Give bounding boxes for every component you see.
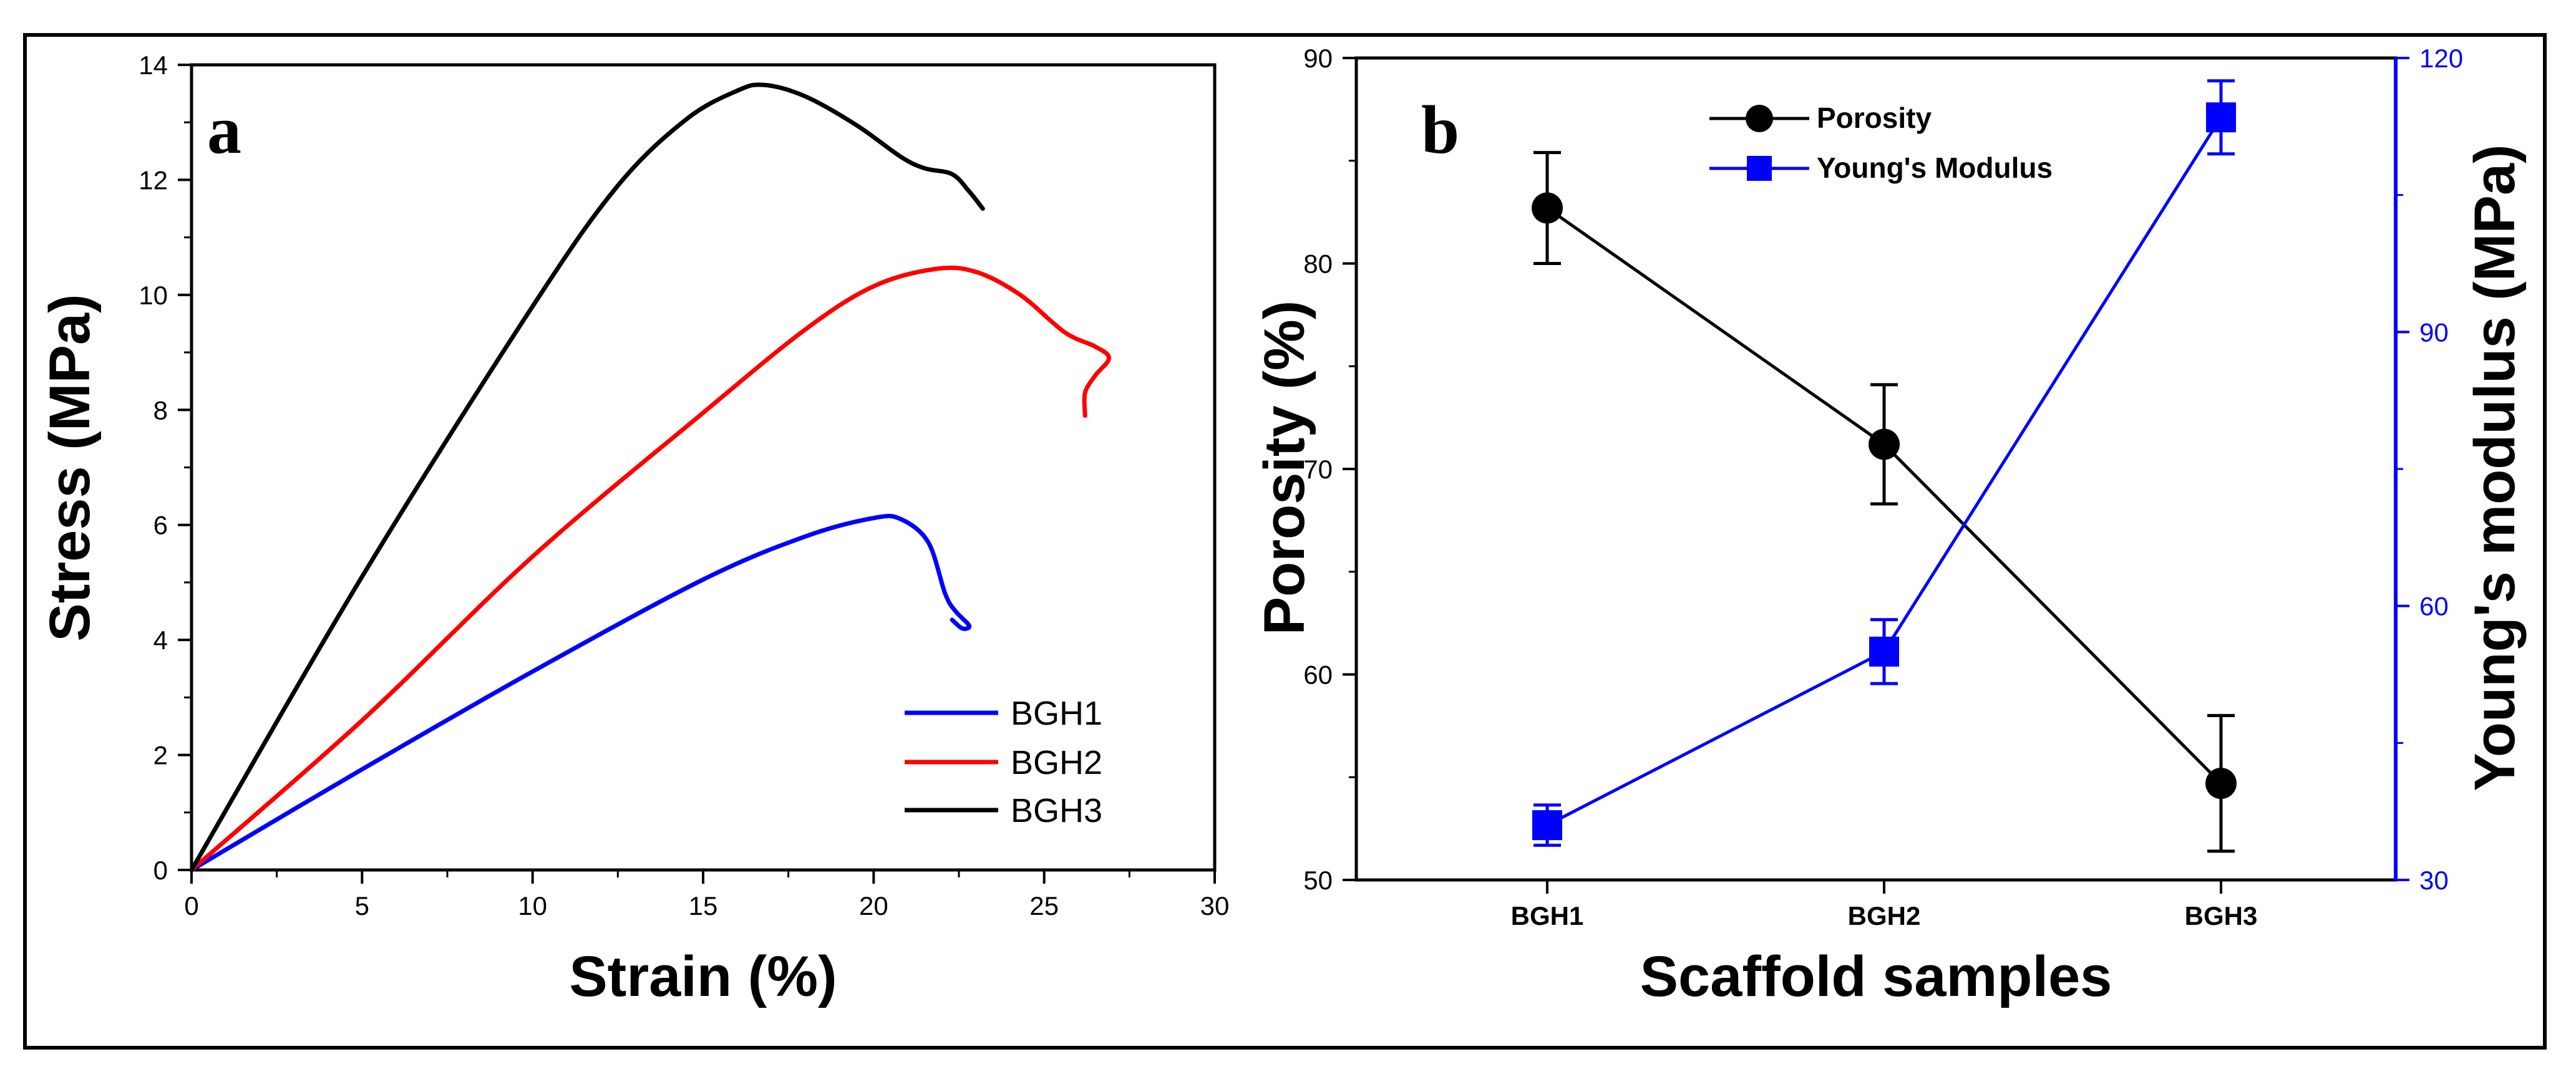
data-point-porosity: [2205, 768, 2237, 799]
series-line-bgh1: [189, 513, 972, 872]
panel-a-label: a: [207, 92, 241, 168]
series-line-bgh2: [189, 265, 1112, 872]
panel-a-y-tick-label: 14: [139, 51, 168, 80]
panel-b-legend: Porosity Young's Modulus: [1709, 102, 2053, 184]
panel-a-y-tick-label: 0: [153, 856, 168, 885]
panel-a-x-tick-label: 20: [859, 891, 888, 920]
panel-b-label: b: [1421, 92, 1459, 168]
panel-a-y-tick-label: 8: [153, 395, 168, 425]
data-point-young-s-modulus: [1869, 636, 1899, 667]
panel-a-x-axis-title: Strain (%): [569, 945, 837, 1008]
panel-b-y2-tick-label: 120: [2419, 44, 2463, 73]
panel-a-y-tick-label: 10: [139, 281, 168, 310]
panel-a-legend: BGH1 BGH2 BGH3: [905, 695, 1102, 829]
panel-b-y-tick-label: 70: [1303, 455, 1333, 484]
panel-b: BGH1 BGH2 BGH3 50 60 70 80 90 30 60 90 120 b Scaf…: [1253, 44, 2527, 1008]
figure-frame: [23, 33, 2547, 1050]
panel-a-x-tick-label: 25: [1029, 891, 1059, 920]
panel-a-y-tick-label: 6: [153, 511, 168, 540]
data-point-porosity: [1869, 428, 1900, 460]
panel-a-x-tick-label: 0: [184, 891, 198, 920]
panel-b-y2-axis-title: Young's modulus (MPa): [2463, 144, 2527, 791]
series-line-bgh3: [189, 82, 985, 872]
panel-b-x-tick-label: BGH3: [2185, 901, 2258, 930]
panel-a-x-tick-label: 30: [1200, 891, 1230, 920]
legend-marker-youngs-modulus: [1747, 156, 1772, 181]
panel-a: 0 5 10 15 20 25 30 0 2 4 6 8 10 12 14 a Strain (%) St…: [38, 51, 1229, 1008]
panel-b-y2-tick-label: 90: [2419, 317, 2449, 347]
panel-b-y-tick-label: 50: [1303, 866, 1333, 895]
panel-a-y-tick-label: 4: [153, 626, 168, 655]
legend-label-bgh1: BGH1: [1011, 695, 1102, 732]
panel-b-y-tick-label: 60: [1303, 660, 1333, 690]
panel-a-x-tick-label: 5: [355, 891, 369, 920]
panel-b-x-tick-label: BGH2: [1848, 901, 1921, 930]
panel-b-x-tick-label: BGH1: [1511, 901, 1584, 930]
panel-b-x-axis-title: Scaffold samples: [1640, 945, 2112, 1008]
panel-b-y2-tick-label: 60: [2419, 592, 2449, 621]
legend-label-porosity: Porosity: [1817, 102, 1932, 134]
data-point-porosity: [1532, 192, 1563, 224]
panel-a-y-tick-label: 12: [139, 165, 168, 195]
panel-b-y-tick-label: 90: [1303, 44, 1333, 73]
legend-label-bgh3: BGH3: [1011, 792, 1102, 829]
panel-a-x-tick-label: 15: [689, 891, 718, 920]
panel-a-x-tick-label: 10: [518, 891, 547, 920]
legend-marker-porosity: [1746, 105, 1773, 132]
panel-b-y-axis-title: Porosity (%): [1253, 301, 1316, 635]
data-point-young-s-modulus: [1532, 810, 1562, 841]
data-point-young-s-modulus: [2206, 102, 2236, 133]
legend-label-bgh2: BGH2: [1011, 744, 1102, 781]
panel-b-y-tick-label: 80: [1303, 249, 1333, 279]
panel-a-y-axis-title: Stress (MPa): [38, 294, 102, 641]
panel-a-y-tick-label: 2: [153, 741, 168, 770]
legend-label-youngs-modulus: Young's Modulus: [1817, 152, 2053, 184]
panel-b-y2-tick-label: 30: [2419, 866, 2449, 895]
